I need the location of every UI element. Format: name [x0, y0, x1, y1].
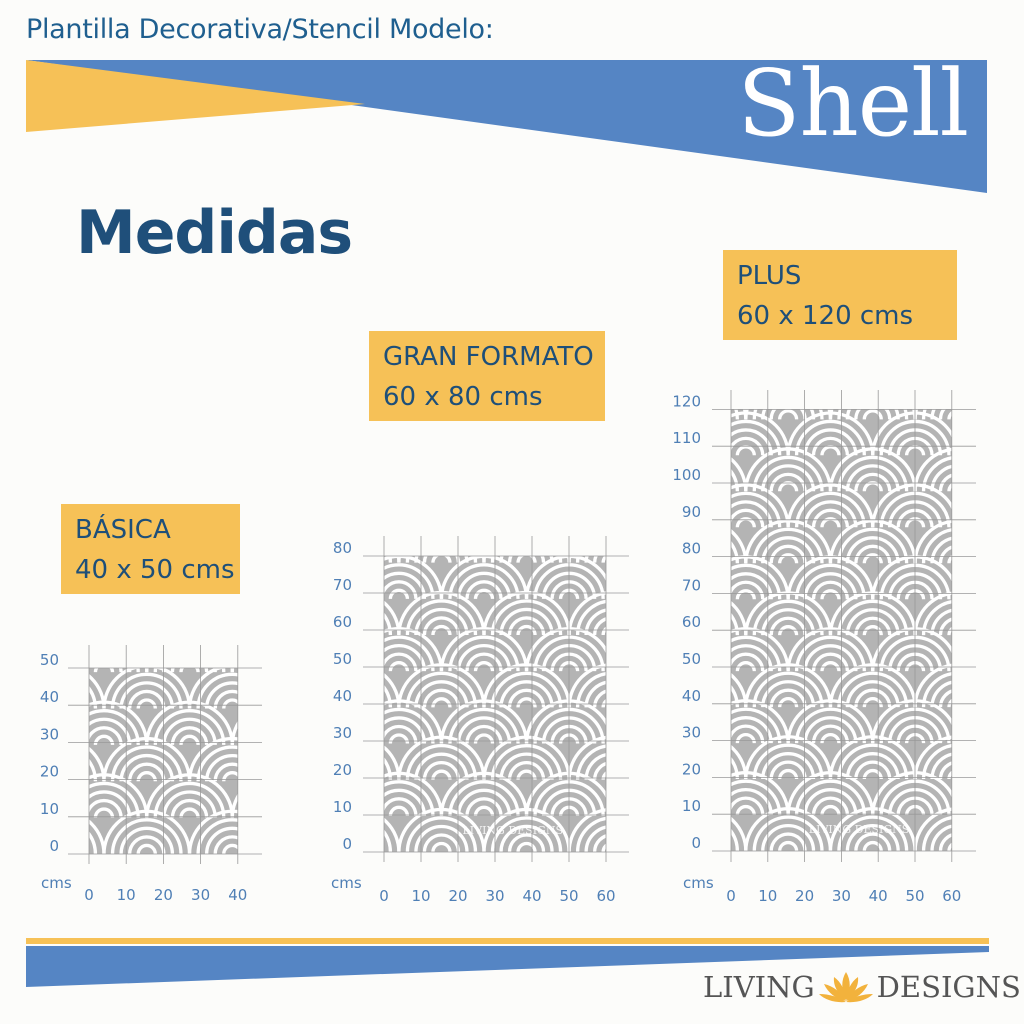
units-label: cms: [331, 874, 362, 892]
y-tick-label: 30: [40, 725, 59, 743]
x-tick-label: 40: [869, 887, 888, 905]
size-dimensions: 60 x 80 cms: [383, 382, 543, 412]
units-label: cms: [41, 874, 72, 892]
y-tick-label: 50: [682, 650, 701, 668]
y-tick-label: 50: [333, 650, 352, 668]
lotus-icon: [818, 972, 873, 1003]
section-title-medidas: Medidas: [76, 198, 353, 268]
size-label-gran-formato: GRAN FORMATO 60 x 80 cms: [369, 331, 605, 421]
watermark-text: LIVING DESIGNS: [462, 824, 563, 837]
size-name: PLUS: [737, 261, 802, 291]
x-tick-label: 60: [942, 887, 961, 905]
y-tick-label: 120: [672, 392, 701, 410]
y-tick-label: 60: [333, 613, 352, 631]
y-tick-label: 0: [49, 837, 59, 855]
y-tick-label: 110: [672, 429, 701, 447]
x-tick-label: 0: [84, 886, 94, 904]
y-tick-label: 20: [333, 761, 352, 779]
y-tick-label: 100: [672, 466, 701, 484]
brand-left-word: LIVING: [703, 970, 815, 1004]
x-tick-label: 40: [228, 886, 247, 904]
x-tick-label: 10: [411, 887, 430, 905]
stencil-name-title: Shell: [737, 50, 969, 157]
x-tick-label: 0: [726, 887, 736, 905]
y-tick-label: 70: [682, 576, 701, 594]
y-tick-label: 70: [333, 576, 352, 594]
watermark-text: LIVING DESIGNS: [809, 823, 910, 836]
header-banner: [26, 60, 987, 193]
shell-pattern: [384, 556, 606, 852]
y-tick-label: 10: [40, 800, 59, 818]
grid-lines: [712, 390, 976, 862]
x-tick-label: 40: [522, 887, 541, 905]
y-tick-label: 0: [342, 835, 352, 853]
x-tick-label: 30: [191, 886, 210, 904]
header-kicker: Plantilla Decorativa/Stencil Modelo:: [26, 14, 494, 45]
shell-pattern: [731, 409, 952, 851]
y-tick-label: 80: [333, 539, 352, 557]
x-tick-label: 30: [485, 887, 504, 905]
x-tick-label: 20: [448, 887, 467, 905]
units-label: cms: [683, 874, 714, 892]
y-tick-label: 60: [682, 613, 701, 631]
size-label-plus: PLUS 60 x 120 cms: [723, 250, 957, 340]
size-dimensions: 60 x 120 cms: [737, 301, 914, 331]
x-tick-label: 30: [832, 887, 851, 905]
x-tick-label: 50: [905, 887, 924, 905]
size-label-basica: BÁSICA 40 x 50 cms: [61, 504, 240, 594]
y-tick-label: 90: [682, 503, 701, 521]
x-tick-label: 10: [117, 886, 136, 904]
shell-pattern: [89, 668, 238, 854]
y-tick-label: 40: [40, 688, 59, 706]
y-tick-label: 30: [682, 724, 701, 742]
y-tick-label: 40: [333, 687, 352, 705]
y-tick-label: 20: [40, 763, 59, 781]
x-tick-label: 10: [758, 887, 777, 905]
brand-right-word: DESIGNS: [876, 970, 1021, 1004]
x-tick-label: 20: [154, 886, 173, 904]
y-tick-label: 0: [691, 834, 701, 852]
y-tick-label: 10: [682, 797, 701, 815]
x-tick-label: 60: [596, 887, 615, 905]
y-tick-label: 10: [333, 798, 352, 816]
y-tick-label: 50: [40, 651, 59, 669]
x-tick-label: 50: [559, 887, 578, 905]
y-tick-label: 80: [682, 540, 701, 558]
grid-lines: [68, 645, 262, 864]
grid-lines: [363, 536, 629, 862]
size-name: BÁSICA: [75, 515, 171, 545]
brand-logo: LIVING DESIGNS: [703, 968, 1021, 1006]
size-name: GRAN FORMATO: [383, 342, 594, 372]
y-tick-label: 20: [682, 760, 701, 778]
size-dimensions: 40 x 50 cms: [75, 555, 235, 585]
y-tick-label: 40: [682, 687, 701, 705]
x-tick-label: 20: [795, 887, 814, 905]
x-tick-label: 0: [379, 887, 389, 905]
y-tick-label: 30: [333, 724, 352, 742]
